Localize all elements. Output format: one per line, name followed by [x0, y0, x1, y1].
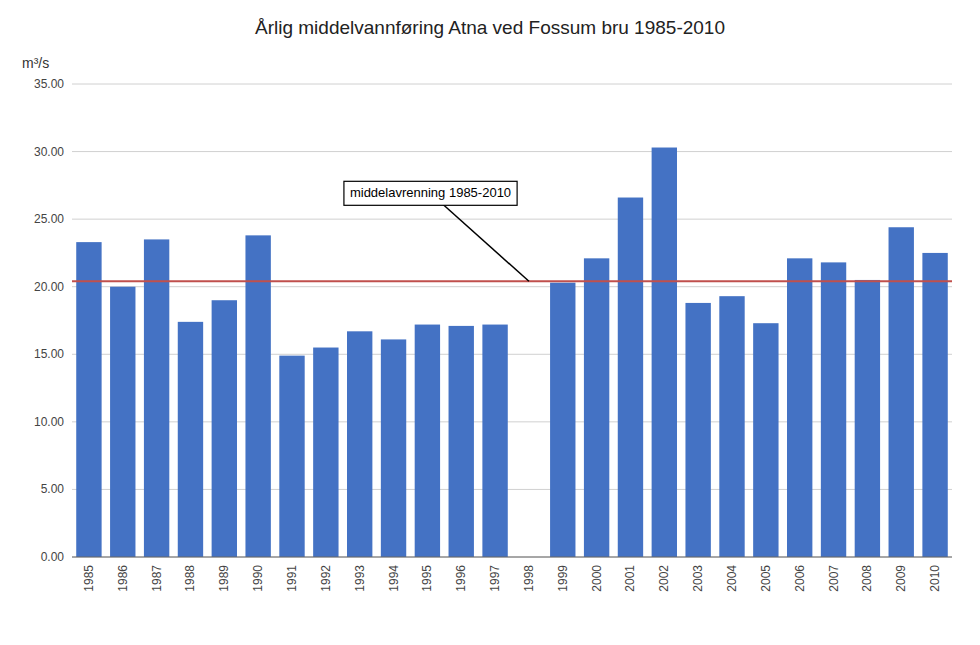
grid-line [72, 421, 952, 422]
background [0, 0, 980, 645]
y-tick-label: 10.00 [34, 415, 64, 429]
bar [144, 239, 169, 557]
annotation: middelavrenning 1985-2010 [344, 181, 529, 281]
x-tick-label: 2001 [623, 565, 637, 592]
bar [245, 235, 270, 557]
bar [584, 258, 609, 557]
grid [72, 84, 952, 557]
grid-line [72, 557, 952, 558]
mean-line [72, 280, 952, 282]
grid-line [72, 286, 952, 287]
bar [279, 356, 304, 557]
x-tick-label: 2000 [590, 565, 604, 592]
x-tick-label: 1994 [387, 565, 401, 592]
grid-line [72, 489, 952, 490]
x-tick-label: 1992 [319, 565, 333, 592]
bar [719, 296, 744, 557]
x-tick-label: 2002 [657, 565, 671, 592]
grid-line [72, 354, 952, 355]
grid-line [72, 219, 952, 220]
y-label: m³/s [22, 55, 49, 71]
x-tick-label: 1991 [285, 565, 299, 592]
bar [76, 242, 101, 557]
x-tick-label: 1995 [420, 565, 434, 592]
bars [76, 148, 948, 557]
bar [110, 287, 135, 557]
grid-line [72, 151, 952, 152]
bar [415, 325, 440, 557]
bar [550, 283, 575, 557]
x-axis-line [72, 557, 952, 558]
bar [618, 198, 643, 557]
bar [889, 227, 914, 557]
x-tick-label: 1990 [251, 565, 265, 592]
x-tick-label: 2007 [827, 565, 841, 592]
bar [482, 325, 507, 557]
x-tick-label: 2008 [860, 565, 874, 592]
bar [449, 326, 474, 557]
bar [313, 348, 338, 557]
x-tick-label: 2009 [894, 565, 908, 592]
x-tick-label: 1986 [116, 565, 130, 592]
bar [178, 322, 203, 557]
bar [652, 148, 677, 557]
x-tick-label: 1985 [82, 565, 96, 592]
y-tick-label: 35.00 [34, 77, 64, 91]
bar [381, 339, 406, 557]
y-tick-label: 15.00 [34, 347, 64, 361]
x-tick-label: 1989 [217, 565, 231, 592]
bar [821, 262, 846, 557]
x-tick-label: 1993 [353, 565, 367, 592]
x-tick-label: 2006 [793, 565, 807, 592]
x-tick-label: 1998 [522, 565, 536, 592]
bar [787, 258, 812, 557]
bar [855, 280, 880, 557]
y-tick-label: 25.00 [34, 212, 64, 226]
x-tick-label: 2005 [759, 565, 773, 592]
y-tick-label: 0.00 [41, 550, 65, 564]
x-tick-label: 1999 [556, 565, 570, 592]
x-tick-label: 2010 [928, 565, 942, 592]
grid-line [72, 84, 952, 85]
reference [72, 281, 952, 282]
annotation-text: middelavrenning 1985-2010 [350, 185, 511, 200]
title: Årlig middelvannføring Atna ved Fossum b… [255, 17, 725, 38]
bar [922, 253, 947, 557]
bar [685, 303, 710, 557]
x-tick-label: 1988 [183, 565, 197, 592]
y-tick-label: 30.00 [34, 145, 64, 159]
y-tick-label: 5.00 [41, 482, 65, 496]
x-tick-label: 1987 [150, 565, 164, 592]
x-tick-label: 1997 [488, 565, 502, 592]
y-tick-label: 20.00 [34, 280, 64, 294]
annotation-line [431, 193, 529, 281]
bar [347, 331, 372, 557]
x-tick-label: 2004 [725, 565, 739, 592]
chart: Årlig middelvannføring Atna ved Fossum b… [0, 0, 980, 645]
bar [212, 300, 237, 557]
x-tick-label: 2003 [691, 565, 705, 592]
bar [753, 323, 778, 557]
annotation-box [344, 181, 517, 205]
x-tick-label: 1996 [454, 565, 468, 592]
